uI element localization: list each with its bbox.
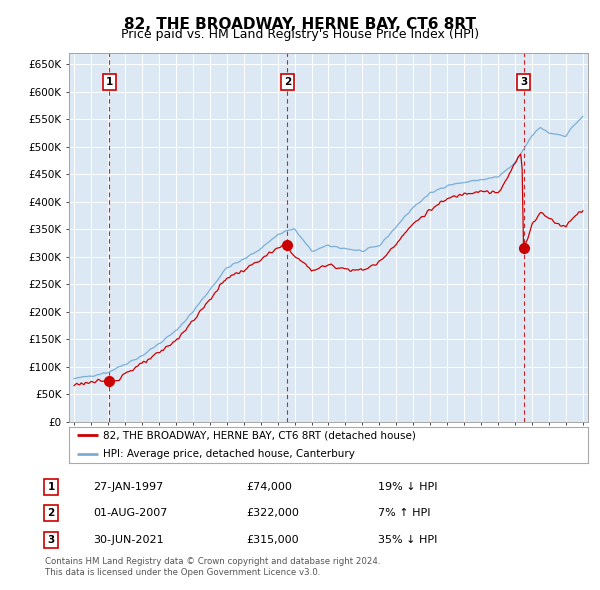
Text: Price paid vs. HM Land Registry's House Price Index (HPI): Price paid vs. HM Land Registry's House … xyxy=(121,28,479,41)
Text: 27-JAN-1997: 27-JAN-1997 xyxy=(93,482,163,491)
Text: £315,000: £315,000 xyxy=(246,535,299,545)
Text: 01-AUG-2007: 01-AUG-2007 xyxy=(93,509,167,518)
Text: £74,000: £74,000 xyxy=(246,482,292,491)
Text: 35% ↓ HPI: 35% ↓ HPI xyxy=(378,535,437,545)
Text: 7% ↑ HPI: 7% ↑ HPI xyxy=(378,509,431,518)
Text: 82, THE BROADWAY, HERNE BAY, CT6 8RT: 82, THE BROADWAY, HERNE BAY, CT6 8RT xyxy=(124,17,476,31)
Text: 1: 1 xyxy=(47,482,55,491)
Text: 3: 3 xyxy=(47,535,55,545)
Text: This data is licensed under the Open Government Licence v3.0.: This data is licensed under the Open Gov… xyxy=(45,568,320,577)
Text: 82, THE BROADWAY, HERNE BAY, CT6 8RT (detached house): 82, THE BROADWAY, HERNE BAY, CT6 8RT (de… xyxy=(103,430,416,440)
Text: 2: 2 xyxy=(47,509,55,518)
Text: Contains HM Land Registry data © Crown copyright and database right 2024.: Contains HM Land Registry data © Crown c… xyxy=(45,558,380,566)
Text: £322,000: £322,000 xyxy=(246,509,299,518)
Text: 3: 3 xyxy=(520,77,527,87)
Text: 1: 1 xyxy=(106,77,113,87)
Text: 19% ↓ HPI: 19% ↓ HPI xyxy=(378,482,437,491)
Text: 2: 2 xyxy=(284,77,291,87)
Text: 30-JUN-2021: 30-JUN-2021 xyxy=(93,535,164,545)
Text: HPI: Average price, detached house, Canterbury: HPI: Average price, detached house, Cant… xyxy=(103,448,355,458)
